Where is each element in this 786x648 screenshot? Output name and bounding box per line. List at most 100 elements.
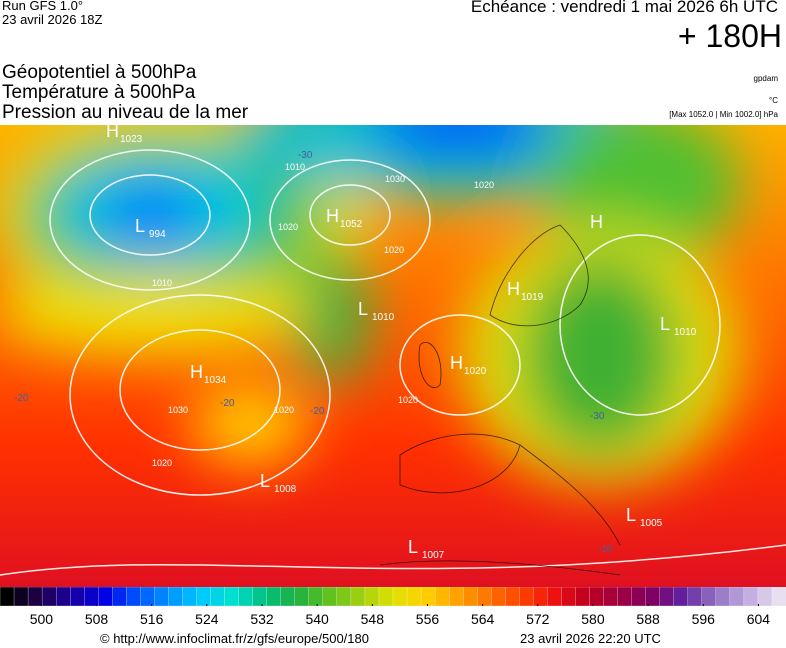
pressure-center-kind: H <box>326 206 339 226</box>
colorbar-swatch <box>631 587 647 607</box>
colorbar-tick-label: 580 <box>581 611 605 627</box>
colorbar-swatch <box>659 587 675 607</box>
issued-time: 23 avril 2026 22:20 UTC <box>520 631 661 646</box>
colorbar-swatch <box>757 587 773 607</box>
isobar-label: 1030 <box>168 405 188 415</box>
colorbar-swatch <box>603 587 619 607</box>
colorbar-swatch <box>406 587 422 607</box>
unit-label: gpdam <box>753 74 778 83</box>
colorbar-swatch <box>645 587 661 607</box>
colorbar-swatch <box>448 587 464 607</box>
pressure-center-value: 1020 <box>464 366 487 377</box>
colorbar-swatch <box>715 587 731 607</box>
isotherm-label: -20 <box>220 398 235 409</box>
isobar-label: 1020 <box>384 245 404 255</box>
colorbar-swatch <box>294 587 310 607</box>
colorbar-swatch <box>336 587 352 607</box>
pressure-center-kind: H <box>190 362 203 382</box>
field-title: Pression au niveau de la mer <box>2 102 249 123</box>
colorbar-tick-label: 596 <box>692 611 716 627</box>
colorbar-swatch <box>41 587 57 607</box>
colorbar-swatch <box>729 587 745 607</box>
pressure-center-value: 1052 <box>340 219 363 230</box>
pressure-center-value: 1010 <box>674 327 697 338</box>
colorbar-swatch <box>687 587 703 607</box>
colorbar-swatch <box>533 587 549 607</box>
pressure-center-kind: H <box>106 125 119 141</box>
colorbar-swatch <box>140 587 156 607</box>
pressure-center-kind: L <box>408 537 418 557</box>
colorbar-tick-label: 508 <box>85 611 109 627</box>
pressure-center-value: 994 <box>149 229 166 240</box>
colorbar-swatch <box>392 587 408 607</box>
colorbar-swatch <box>0 587 15 607</box>
pressure-center-value: 1007 <box>422 550 445 561</box>
isobar-label: 1020 <box>398 395 418 405</box>
pressure-center-value: 1010 <box>372 312 395 323</box>
colorbar-swatch <box>252 587 268 607</box>
colorbar-tick-label: 516 <box>140 611 164 627</box>
pressure-center-kind: H <box>450 353 463 373</box>
colorbar-tick-label: 556 <box>416 611 440 627</box>
colorbar-swatch <box>491 587 506 607</box>
colorbar-tick-label: 604 <box>747 611 771 627</box>
colorbar-swatch <box>463 587 478 607</box>
colorbar-tick-label: 524 <box>195 611 219 627</box>
colorbar-swatch <box>182 587 198 607</box>
pressure-center-kind: L <box>358 299 368 319</box>
pressure-center-value: 1034 <box>204 375 227 386</box>
isobar-label: 1030 <box>385 174 405 184</box>
colorbar-swatch <box>434 587 450 607</box>
colorbar-swatch <box>27 587 43 607</box>
colorbar-swatch <box>771 587 786 607</box>
colorbar-swatch <box>210 587 226 607</box>
pressure-center-kind: L <box>660 314 670 334</box>
colorbar-swatch <box>673 587 689 607</box>
run-date: 23 avril 2026 18Z <box>2 12 103 27</box>
colorbar-tick-label: 548 <box>361 611 385 627</box>
colorbar-swatch <box>112 587 127 607</box>
colorbar-swatch <box>378 587 394 607</box>
pressure-center-value: 1005 <box>640 518 663 529</box>
colorbar-swatch <box>70 587 85 607</box>
colorbar-swatch <box>364 587 380 607</box>
colorbar-swatch <box>701 587 717 607</box>
colorbar-swatch <box>575 587 591 607</box>
pressure-center-value: 1008 <box>274 484 297 495</box>
isobar-label: 1020 <box>274 405 294 415</box>
colorbar-tick-label: 588 <box>636 611 660 627</box>
isotherm-label: -30 <box>298 150 313 161</box>
colorbar-swatch <box>13 587 29 607</box>
isobar-label: 1020 <box>474 180 494 190</box>
colorbar-swatch <box>477 587 492 607</box>
colorbar-swatch <box>55 587 71 607</box>
colorbar-swatch <box>561 587 577 607</box>
colorbar-swatch <box>168 587 184 607</box>
isobar-label: 1020 <box>278 222 298 232</box>
colorbar-swatch <box>617 587 633 607</box>
isobar-label: 1010 <box>152 278 172 288</box>
colorbar-swatch <box>266 587 282 607</box>
colorbar-swatch <box>589 587 605 607</box>
pressure-center-kind: L <box>135 216 145 236</box>
colorbar-tick-label: 540 <box>305 611 329 627</box>
pressure-center-kind: H <box>590 212 603 232</box>
isobar-label: 1020 <box>152 458 172 468</box>
valid-time: Echéance : vendredi 1 mai 2026 6h UTC <box>470 0 778 16</box>
colorbar-tick-label: 532 <box>250 611 274 627</box>
colorbar-swatch <box>280 587 296 607</box>
colorbar: 500 508 516 524 532 540 548 556 564 572 580 588 596 6… <box>0 587 786 627</box>
pressure-center-kind: L <box>626 505 636 525</box>
unit-label: [Max 1052.0 | Min 1002.0] hPa <box>669 110 778 119</box>
pressure-center-value: 1023 <box>120 134 143 145</box>
pressure-center-kind: L <box>260 471 270 491</box>
colorbar-swatch <box>743 587 759 607</box>
unit-label: °C <box>769 96 778 105</box>
colorbar-swatch <box>154 587 170 607</box>
isotherm-label: -10 <box>598 544 613 555</box>
isotherm-label: -30 <box>590 411 605 422</box>
field-title: Géopotentiel à 500hPa <box>2 62 197 83</box>
colorbar-swatch <box>519 587 535 607</box>
